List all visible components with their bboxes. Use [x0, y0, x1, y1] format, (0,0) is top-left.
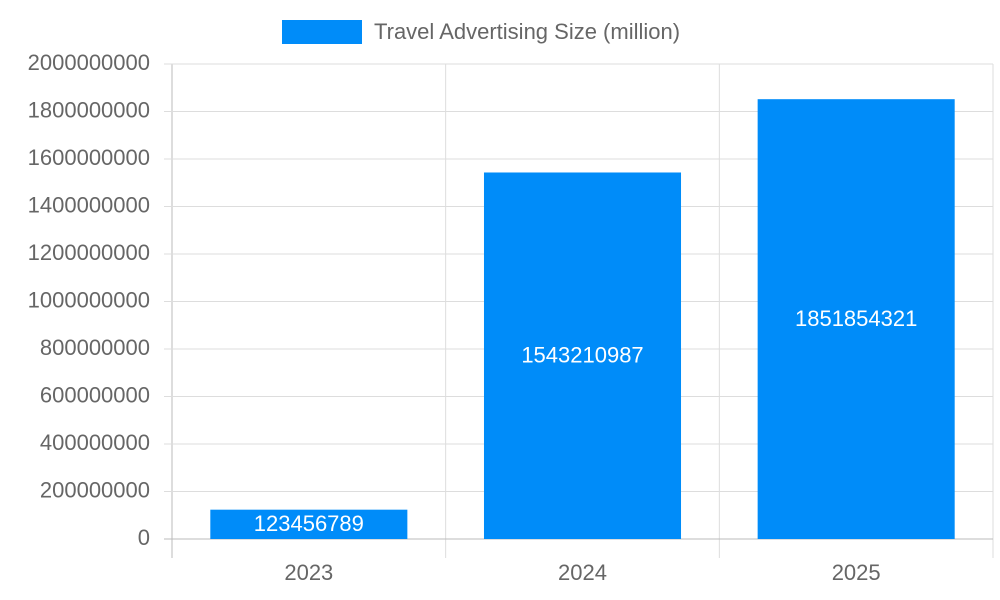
x-tick-label: 2023: [284, 560, 333, 585]
x-tick-label: 2025: [832, 560, 881, 585]
y-tick-label: 1200000000: [28, 240, 150, 265]
bar: [483, 172, 682, 539]
data-label: 123456789: [254, 511, 364, 536]
legend-label: Travel Advertising Size (million): [374, 19, 680, 44]
data-label: 1851854321: [795, 306, 917, 331]
y-tick-label: 1000000000: [28, 287, 150, 312]
legend-swatch: [282, 20, 362, 44]
y-tick-label: 800000000: [40, 335, 150, 360]
y-tick-label: 200000000: [40, 477, 150, 502]
bar: [757, 99, 955, 539]
bar: [210, 509, 408, 539]
x-tick-label: 2024: [558, 560, 607, 585]
y-tick-label: 1400000000: [28, 192, 150, 217]
y-tick-label: 1600000000: [28, 145, 150, 170]
y-tick-label: 0: [138, 525, 150, 550]
data-label: 1543210987: [521, 343, 643, 368]
y-tick-label: 600000000: [40, 382, 150, 407]
y-tick-label: 400000000: [40, 430, 150, 455]
y-tick-label: 1800000000: [28, 97, 150, 122]
y-tick-label: 2000000000: [28, 50, 150, 75]
